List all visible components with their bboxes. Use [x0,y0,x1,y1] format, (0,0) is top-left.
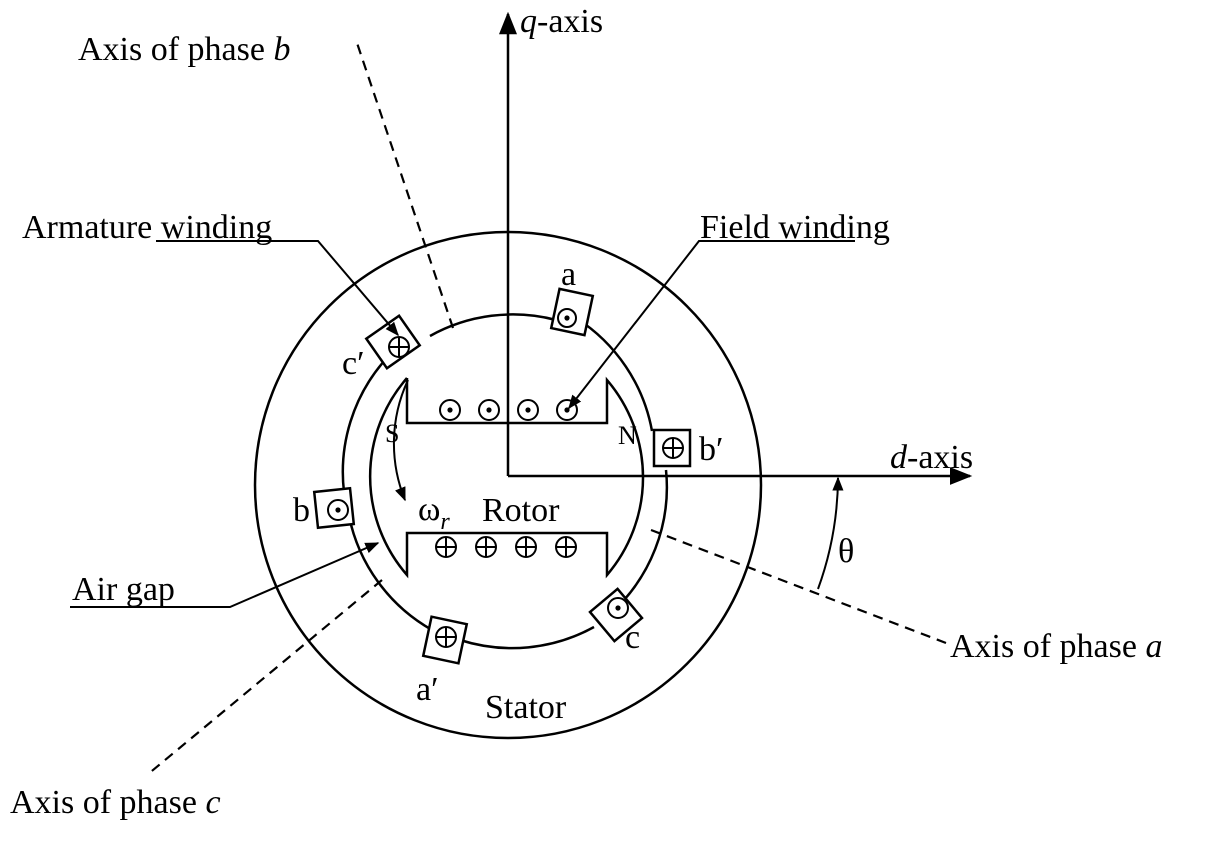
slot-b-prime [652,428,692,468]
armature-winding-leader [156,240,399,337]
air-gap-label: Air gap [72,571,175,608]
field-winding-label: Field winding [700,209,890,246]
field-conductors-top [439,399,578,421]
axis-phase-c-line [146,579,383,776]
coil-c-prime-label: c′ [342,345,365,382]
slot-b [312,486,356,530]
slot-c [588,587,644,643]
coil-a-label: a [561,256,576,293]
d-axis-label: d-axis [890,439,973,476]
axis-phase-c-label: Axis of phase c [10,784,221,821]
axis-phase-b-line [354,39,455,329]
rotor-label: Rotor [482,492,560,529]
axis-phase-a-label: Axis of phase a [950,628,1162,665]
field-conductors-bottom [435,536,577,558]
coil-b-label: b [293,492,310,529]
pole-s-label: S [385,419,399,448]
stator-label: Stator [485,689,567,726]
armature-winding-label: Armature winding [22,209,272,246]
slot-a [549,287,595,337]
stator-inner-bore [341,313,669,650]
q-axis-label: q-axis [520,3,603,40]
slot-c-prime [364,314,422,370]
axis-phase-a-line [650,528,947,645]
slot-a-prime [421,615,469,665]
air-gap-leader [70,542,380,608]
rotation-arrow [392,379,409,502]
pole-n-label: N [618,421,637,450]
coil-b-prime-label: b′ [699,431,723,468]
theta-arc [817,476,844,590]
coil-c-label: c [625,619,640,656]
rotor-body [368,376,645,579]
coil-a-prime-label: a′ [416,671,439,708]
omega-r-label: ωr [418,491,450,535]
field-winding-leader [568,240,855,410]
theta-label: θ [838,533,854,570]
axis-phase-b-label: Axis of phase b [78,31,290,68]
